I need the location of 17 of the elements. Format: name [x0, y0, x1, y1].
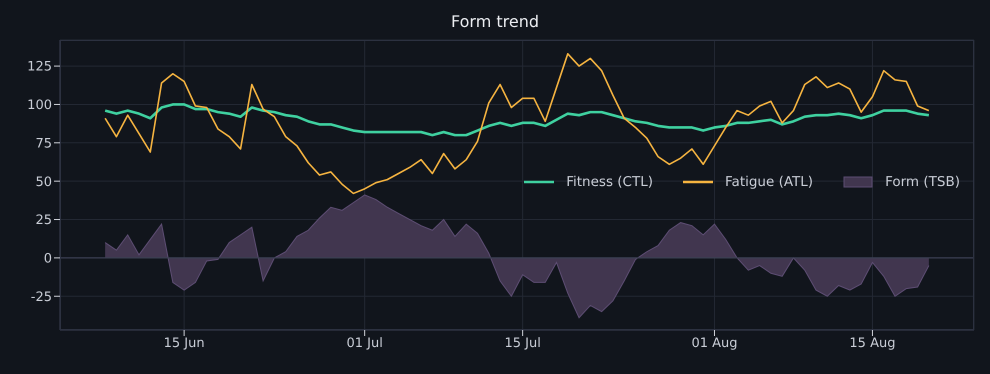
legend-label: Fitness (CTL) [566, 174, 654, 190]
legend-label: Form (TSB) [885, 174, 960, 190]
legend-label: Fatigue (ATL) [725, 174, 814, 190]
y-tick-label: 75 [35, 136, 52, 152]
line-series [104, 103, 930, 136]
x-tick-label: 01 Aug [691, 336, 738, 352]
y-tick-label: 25 [35, 213, 52, 228]
chart-title: Form trend [450, 12, 540, 31]
y-tick-label: 50 [35, 174, 52, 190]
y-tick-label: 100 [27, 98, 52, 114]
x-tick-label: 15 Aug [849, 336, 896, 352]
x-tick-label: 01 Jul [346, 336, 383, 352]
y-tick-label: -25 [30, 290, 52, 305]
y-tick-label: 0 [44, 252, 52, 266]
x-tick-label: 15 Jun [164, 336, 205, 352]
x-tick-label: 15 Jul [504, 336, 541, 352]
y-tick-label: 125 [27, 60, 52, 75]
